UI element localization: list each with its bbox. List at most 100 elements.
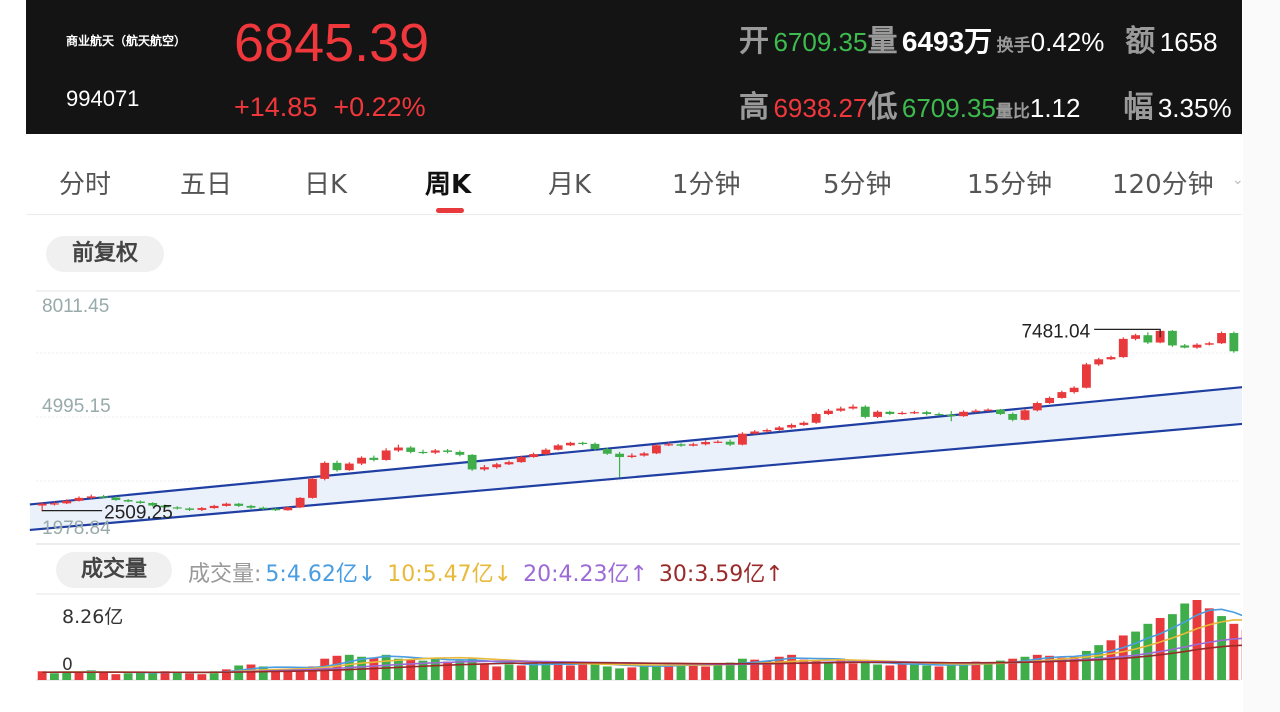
- volume-bar: [652, 664, 661, 680]
- candle: [934, 413, 944, 416]
- candle: [602, 448, 612, 454]
- stats-row-2: 高 6938.27低 6709.35量比1.12 幅 3.35%: [739, 82, 1232, 126]
- candle: [406, 447, 416, 452]
- candle: [946, 414, 956, 417]
- volume-bar: [504, 664, 514, 680]
- candle: [222, 503, 231, 506]
- candle: [185, 508, 194, 510]
- volume-y-zero: 0: [62, 655, 73, 675]
- volume-bar: [308, 666, 317, 680]
- high-value: 6938.27: [773, 93, 868, 123]
- volume-bar: [774, 656, 784, 680]
- volume-bar: [1143, 623, 1153, 680]
- volume-bar: [553, 664, 563, 680]
- volume-bar: [160, 671, 170, 680]
- candle: [553, 445, 563, 450]
- quote-header: 商业航天（航天航空） 994071 6845.39 +14.85 +0.22% 开…: [26, 0, 1242, 134]
- candle: [394, 447, 403, 451]
- change-percent: +0.22%: [333, 92, 426, 122]
- adjust-mode-button[interactable]: 前复权: [46, 236, 164, 272]
- volume-bar: [885, 665, 895, 680]
- app-frame: 商业航天（航天航空） 994071 6845.39 +14.85 +0.22% 开…: [26, 0, 1242, 712]
- y-label-top: 8011.45: [42, 296, 110, 317]
- tab-15-minute[interactable]: 15分钟: [967, 170, 1053, 200]
- candle: [541, 449, 551, 455]
- volume-bar: [111, 674, 121, 680]
- tab-weekly-k[interactable]: 周K: [425, 170, 472, 200]
- candle: [480, 467, 489, 470]
- period-tabs: 分时 五日 日K 周K 月K 1分钟 5分钟 15分钟 120分钟: [26, 148, 1242, 215]
- candle: [725, 441, 735, 445]
- stats-row-1: 开 6709.35量 6493万 换手0.42% 额 1658: [739, 16, 1218, 60]
- open-value: 6709.35: [773, 27, 868, 57]
- volume-bar: [1217, 616, 1226, 680]
- candle: [688, 444, 698, 446]
- volume-bar: [1204, 608, 1214, 680]
- volume-bar: [750, 659, 760, 680]
- candle: [738, 433, 747, 445]
- volume-ma5-line: [42, 608, 1242, 674]
- candle: [615, 453, 624, 458]
- volume-bar: [99, 672, 108, 680]
- volume-bar: [443, 661, 452, 680]
- candle: [774, 427, 784, 431]
- channel-upper-line: [29, 386, 1242, 506]
- candle: [590, 443, 600, 449]
- candle: [750, 431, 760, 434]
- tab-daily-k[interactable]: 日K: [304, 170, 348, 200]
- candle: [1106, 357, 1116, 360]
- volume-ma-lines: [42, 608, 1242, 674]
- candle: [1094, 359, 1104, 365]
- candle: [430, 450, 440, 453]
- volume-value: 6493万: [901, 26, 993, 57]
- volume-ma5: 5:4.62亿↓: [265, 562, 377, 587]
- candle: [1118, 338, 1128, 358]
- candle: [971, 410, 981, 412]
- volume-bar: [136, 672, 145, 680]
- volume-bar: [1192, 600, 1202, 680]
- volume-bar: [1020, 656, 1030, 680]
- volume-bar: [860, 662, 870, 680]
- candle: [910, 412, 919, 414]
- candle: [1069, 387, 1079, 393]
- candle: [983, 409, 993, 411]
- volume-bar: [848, 663, 858, 680]
- volume-bar: [762, 660, 772, 680]
- candle: [664, 444, 674, 446]
- candle: [111, 497, 121, 501]
- volume-bar: [836, 658, 846, 680]
- volume-bar: [934, 666, 944, 680]
- candle: [1020, 410, 1030, 420]
- candle: [1168, 330, 1177, 346]
- chevron-down-icon[interactable]: ⌄: [1232, 172, 1242, 188]
- price-annotations: 7481.04 2509.25: [42, 321, 1161, 524]
- volume-bar: [1094, 645, 1104, 680]
- tab-1-minute[interactable]: 1分钟: [672, 170, 741, 200]
- y-label-bottom: 1978.84: [42, 518, 111, 539]
- volume-bar: [873, 664, 882, 680]
- volume-indicator-button[interactable]: 成交量: [56, 552, 172, 588]
- volume-ma10-line: [42, 619, 1242, 674]
- candle: [1229, 333, 1239, 352]
- volume-bar: [430, 658, 440, 680]
- low-value: 6709.35: [901, 93, 996, 123]
- volume-bar: [1008, 658, 1018, 680]
- tab-120-minute[interactable]: 120分钟: [1112, 170, 1214, 200]
- candle: [492, 464, 502, 468]
- volume-bar: [688, 665, 698, 680]
- volume-bar: [910, 664, 919, 680]
- amplitude-label: 幅: [1123, 90, 1154, 125]
- tab-five-day[interactable]: 五日: [180, 170, 233, 200]
- tab-5-minute[interactable]: 5分钟: [823, 170, 892, 200]
- volume-bar: [222, 669, 231, 680]
- candle: [283, 507, 293, 511]
- candle: [1057, 392, 1067, 398]
- volume-bar: [566, 665, 575, 680]
- tab-intraday[interactable]: 分时: [59, 170, 112, 200]
- volume-bar: [578, 661, 588, 680]
- turnover-label: 换手: [996, 36, 1031, 56]
- tab-monthly-k[interactable]: 月K: [548, 170, 592, 200]
- candle: [37, 503, 47, 506]
- candle: [996, 409, 1005, 414]
- candle: [172, 507, 182, 509]
